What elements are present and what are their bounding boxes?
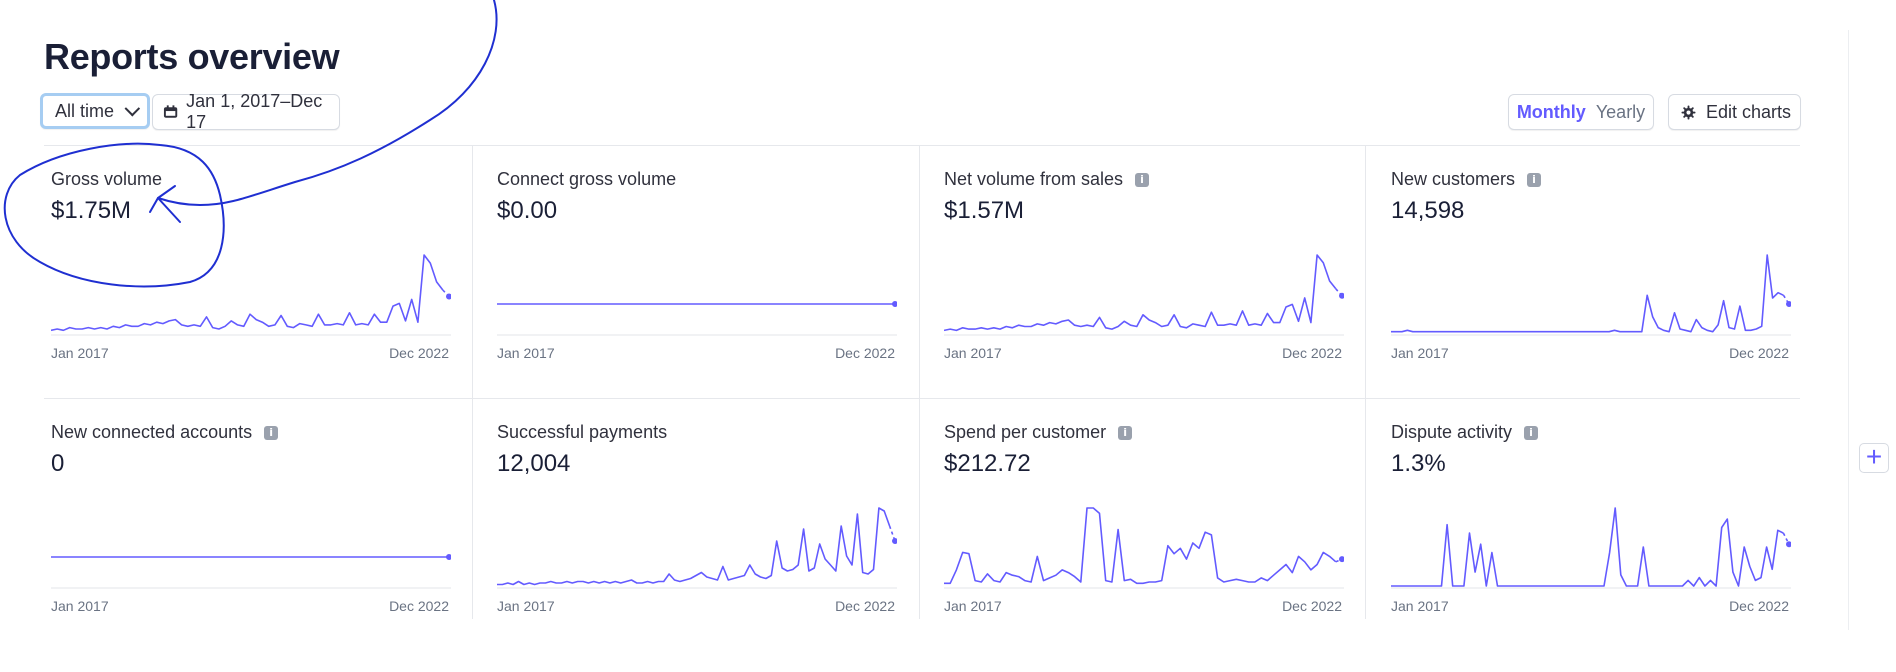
report-card[interactable]: Spend per customer i $212.72 Jan 2017 Dec 20… bbox=[944, 422, 1354, 672]
period-monthly-option[interactable]: Monthly bbox=[1516, 101, 1586, 122]
card-title-text: Spend per customer bbox=[944, 422, 1107, 442]
divider bbox=[1365, 145, 1366, 619]
card-value: $1.57M bbox=[944, 197, 1025, 224]
edit-charts-label: Edit charts bbox=[1706, 101, 1792, 122]
card-title: New customers i bbox=[1391, 169, 1542, 190]
sparkline-end-point bbox=[1339, 556, 1344, 563]
card-value: 14,598 bbox=[1391, 197, 1465, 224]
axis-end-label: Dec 2022 bbox=[1282, 345, 1342, 361]
period-toggle[interactable]: Monthly Yearly bbox=[1508, 94, 1654, 130]
sparkline-chart bbox=[1391, 507, 1791, 589]
info-icon[interactable]: i bbox=[264, 425, 279, 440]
card-value: 1.3% bbox=[1391, 450, 1446, 477]
sparkline-line bbox=[51, 254, 444, 332]
sparkline-chart bbox=[497, 507, 897, 589]
axis-start-label: Jan 2017 bbox=[51, 345, 109, 361]
axis-start-label: Jan 2017 bbox=[944, 598, 1002, 614]
chevron-down-icon bbox=[124, 100, 141, 116]
add-chart-button[interactable]: + bbox=[1859, 443, 1889, 473]
date-range-label: Jan 1, 2017–Dec 17 bbox=[186, 91, 323, 132]
axis-end-label: Dec 2022 bbox=[835, 598, 895, 614]
sparkline-end-point bbox=[892, 538, 897, 544]
sparkline-end-point bbox=[1786, 541, 1791, 548]
divider bbox=[44, 145, 1800, 146]
card-value: $1.75M bbox=[51, 197, 132, 224]
card-title: Spend per customer i bbox=[944, 422, 1133, 443]
report-card[interactable]: New connected accounts i 0 Jan 2017 Dec 2022 bbox=[51, 422, 461, 672]
report-card[interactable]: Gross volume $1.75M Jan 2017 Dec 2022 bbox=[51, 169, 461, 419]
axis-start-label: Jan 2017 bbox=[944, 345, 1002, 361]
card-value: 12,004 bbox=[497, 450, 571, 477]
sparkline-chart bbox=[1391, 254, 1791, 336]
axis-end-label: Dec 2022 bbox=[1729, 598, 1789, 614]
info-icon[interactable]: i bbox=[1527, 172, 1542, 187]
axis-end-label: Dec 2022 bbox=[389, 598, 449, 614]
report-card[interactable]: Net volume from sales i $1.57M Jan 2017 Dec … bbox=[944, 169, 1354, 419]
sparkline-chart bbox=[944, 507, 1344, 589]
card-title: Gross volume bbox=[51, 169, 162, 190]
range-select-label: All time bbox=[55, 100, 115, 121]
calendar-icon bbox=[163, 105, 178, 118]
card-title-text: Net volume from sales bbox=[944, 169, 1124, 189]
report-card[interactable]: Dispute activity i 1.3% Jan 2017 Dec 2022 bbox=[1391, 422, 1801, 672]
sparkline-end-point bbox=[1786, 300, 1791, 307]
sparkline-forecast-line bbox=[1335, 558, 1343, 563]
sparkline-end-point bbox=[446, 554, 451, 560]
sparkline-line bbox=[944, 254, 1337, 332]
sparkline-chart bbox=[51, 254, 451, 336]
sparkline-chart bbox=[497, 301, 897, 336]
divider bbox=[472, 145, 473, 619]
axis-end-label: Dec 2022 bbox=[389, 345, 449, 361]
card-value: $212.72 bbox=[944, 450, 1031, 477]
card-value: 0 bbox=[51, 450, 65, 477]
sparkline-line bbox=[1391, 507, 1784, 587]
card-title-text: Successful payments bbox=[497, 422, 668, 442]
sparkline-line bbox=[944, 507, 1337, 585]
date-range-select[interactable]: All time bbox=[40, 93, 150, 129]
card-title-text: Dispute activity bbox=[1391, 422, 1513, 442]
card-title-text: New customers bbox=[1391, 169, 1516, 189]
sparkline-line bbox=[1391, 254, 1784, 333]
card-title: Connect gross volume bbox=[497, 169, 676, 190]
gear-icon bbox=[1681, 104, 1696, 120]
axis-start-label: Jan 2017 bbox=[497, 598, 555, 614]
sparkline-forecast-line bbox=[1782, 532, 1790, 545]
card-title: Net volume from sales i bbox=[944, 169, 1150, 190]
divider bbox=[44, 398, 1800, 399]
axis-start-label: Jan 2017 bbox=[497, 345, 555, 361]
card-title-text: Connect gross volume bbox=[497, 169, 677, 189]
axis-end-label: Dec 2022 bbox=[835, 345, 895, 361]
sparkline-end-point bbox=[446, 293, 451, 300]
sparkline-end-point bbox=[892, 301, 897, 307]
card-value: $0.00 bbox=[497, 197, 558, 224]
period-yearly-option[interactable]: Yearly bbox=[1595, 101, 1646, 122]
report-card[interactable]: Successful payments 12,004 Jan 2017 Dec 202… bbox=[497, 422, 907, 672]
right-rail-divider bbox=[1848, 30, 1849, 630]
card-title-text: Gross volume bbox=[51, 169, 163, 189]
card-title: Dispute activity i bbox=[1391, 422, 1539, 443]
card-title-text: New connected accounts bbox=[51, 422, 253, 442]
divider bbox=[919, 145, 920, 619]
info-icon[interactable]: i bbox=[1118, 425, 1133, 440]
axis-end-label: Dec 2022 bbox=[1282, 598, 1342, 614]
sparkline-end-point bbox=[1339, 292, 1344, 299]
sparkline-line bbox=[497, 507, 891, 586]
card-title: New connected accounts i bbox=[51, 422, 279, 443]
date-range-picker[interactable]: Jan 1, 2017–Dec 17 bbox=[152, 91, 340, 132]
card-title: Successful payments bbox=[497, 422, 667, 443]
axis-start-label: Jan 2017 bbox=[51, 598, 109, 614]
info-icon[interactable]: i bbox=[1524, 425, 1539, 440]
axis-start-label: Jan 2017 bbox=[1391, 345, 1449, 361]
edit-charts-button[interactable]: Edit charts bbox=[1668, 94, 1801, 130]
sparkline-chart bbox=[944, 254, 1344, 336]
axis-start-label: Jan 2017 bbox=[1391, 598, 1449, 614]
sparkline-chart bbox=[51, 554, 451, 589]
report-card[interactable]: New customers i 14,598 Jan 2017 Dec 2022 bbox=[1391, 169, 1801, 419]
page-title: Reports overview bbox=[44, 36, 340, 77]
info-icon[interactable]: i bbox=[1135, 172, 1150, 187]
report-card[interactable]: Connect gross volume $0.00 Jan 2017 Dec 202… bbox=[497, 169, 907, 419]
axis-end-label: Dec 2022 bbox=[1729, 345, 1789, 361]
